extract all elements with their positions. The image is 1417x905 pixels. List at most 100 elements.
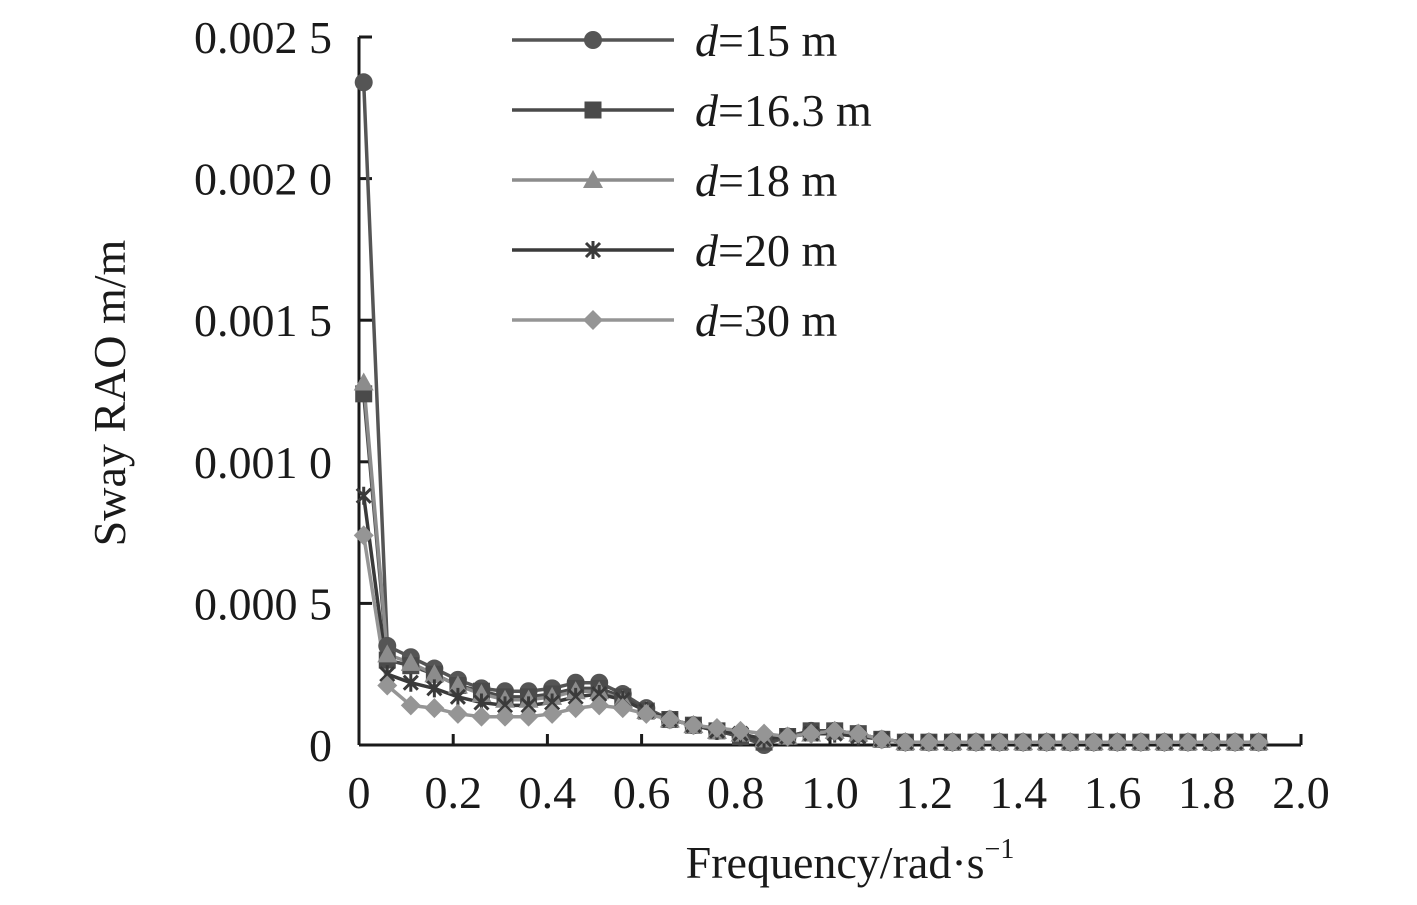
series-5-point — [918, 732, 939, 753]
x-tick-label: 1.8 — [1178, 767, 1236, 818]
legend: d=15 md=16.3 md=18 md=20 md=30 m — [512, 15, 872, 346]
series-4-point — [449, 687, 466, 706]
series-5-point — [730, 720, 751, 741]
axes — [357, 37, 1301, 747]
series-5-point — [495, 706, 516, 727]
legend-label-var: d — [695, 15, 719, 66]
x-tick-label: 0.2 — [424, 767, 482, 818]
series-3-point — [400, 652, 421, 671]
series-5-point — [848, 723, 869, 744]
series-4-point — [402, 673, 419, 692]
legend-marker — [583, 310, 603, 330]
y-tick-label: 0.001 5 — [194, 295, 332, 346]
series-5-point — [542, 703, 563, 724]
legend-label-value: =20 m — [718, 225, 837, 276]
series-5-point — [1154, 732, 1175, 753]
legend-label-value: =30 m — [718, 295, 837, 346]
series-5-point — [471, 706, 492, 727]
legend-marker — [584, 101, 602, 119]
legend-label: d=15 m — [695, 15, 837, 66]
series-5-point — [824, 720, 845, 741]
series-5-point — [989, 732, 1010, 753]
legend-item: d=18 m — [512, 155, 837, 206]
series-1-point — [354, 73, 373, 92]
y-tick-label: 0.001 0 — [194, 437, 332, 488]
x-axis-title-main: Frequency/rad·s — [686, 837, 985, 888]
x-tick-label: 0 — [348, 767, 371, 818]
series-3-point — [447, 675, 468, 694]
series-5-point — [353, 525, 374, 546]
x-tick-label: 2.0 — [1272, 767, 1330, 818]
series-5-point — [377, 675, 398, 696]
series-5-point — [871, 729, 892, 750]
legend-item: d=15 m — [512, 15, 837, 66]
legend-marker — [584, 31, 602, 49]
series-5-point — [1177, 732, 1198, 753]
x-axis-title-sup: −1 — [985, 834, 1015, 865]
series-5-point — [1060, 732, 1081, 753]
legend-marker — [584, 241, 602, 259]
series-5-point — [683, 715, 704, 736]
legend-label-var: d — [695, 85, 719, 136]
legend-item: d=20 m — [512, 225, 837, 276]
series-5-point — [565, 698, 586, 719]
x-tick-label: 1.2 — [895, 767, 953, 818]
ticks: 0 0.2 0.4 0.6 0.8 1.0 1.2 1.4 1.6 1.8 2.0 0 0.000 5 0… — [194, 12, 1330, 818]
series-5-point — [400, 695, 421, 716]
series-5-point — [1013, 732, 1034, 753]
series-5-point — [518, 706, 539, 727]
x-tick-label: 1.6 — [1084, 767, 1142, 818]
series-5-point — [1201, 732, 1222, 753]
y-tick-label: 0.000 5 — [194, 578, 332, 629]
y-tick-label: 0.002 0 — [194, 154, 332, 205]
series-5-point — [942, 732, 963, 753]
legend-label-value: =16.3 m — [718, 85, 872, 136]
x-tick-label: 1.0 — [801, 767, 859, 818]
series-5-point — [706, 718, 727, 739]
legend-marker — [583, 170, 603, 188]
series-5-point — [754, 723, 775, 744]
series-5-point — [612, 698, 633, 719]
legend-item: d=16.3 m — [512, 85, 872, 136]
series-4-point — [426, 679, 443, 698]
legend-label: d=16.3 m — [695, 85, 872, 136]
y-tick-label: 0.002 5 — [194, 12, 332, 63]
series-5-point — [1036, 732, 1057, 753]
series-5-point — [1083, 732, 1104, 753]
legend-label: d=20 m — [695, 225, 837, 276]
legend-item: d=30 m — [512, 295, 837, 346]
legend-label-value: =18 m — [718, 155, 837, 206]
series-3-point — [377, 644, 398, 663]
series-markers — [353, 73, 1269, 754]
legend-label: d=30 m — [695, 295, 837, 346]
series-5-point — [1107, 732, 1128, 753]
series-5-point — [447, 703, 468, 724]
series-5-point — [801, 723, 822, 744]
y-axis-title: Sway RAO m/m — [84, 239, 135, 546]
y-tick-label: 0 — [309, 720, 332, 771]
x-tick-label: 1.4 — [990, 767, 1048, 818]
legend-label: d=18 m — [695, 155, 837, 206]
series-3-point — [424, 664, 445, 683]
series-3-point — [353, 372, 374, 391]
series-5-point — [659, 709, 680, 730]
series-5-point — [966, 732, 987, 753]
series-5-point — [636, 703, 657, 724]
series-4-point — [355, 486, 372, 505]
legend-label-var: d — [695, 225, 719, 276]
series-5-point — [1130, 732, 1151, 753]
legend-label-var: d — [695, 155, 719, 206]
series-5-point — [424, 698, 445, 719]
series-5-point — [589, 695, 610, 716]
x-tick-label: 0.6 — [613, 767, 671, 818]
legend-label-value: =15 m — [718, 15, 837, 66]
series-5-point — [895, 732, 916, 753]
series-5-point — [1225, 732, 1246, 753]
series-5-point — [1248, 732, 1269, 753]
series-5-point — [777, 726, 798, 747]
x-tick-label: 0.8 — [707, 767, 765, 818]
x-axis-title: Frequency/rad·s−1 — [686, 834, 1015, 888]
x-tick-label: 0.4 — [519, 767, 577, 818]
